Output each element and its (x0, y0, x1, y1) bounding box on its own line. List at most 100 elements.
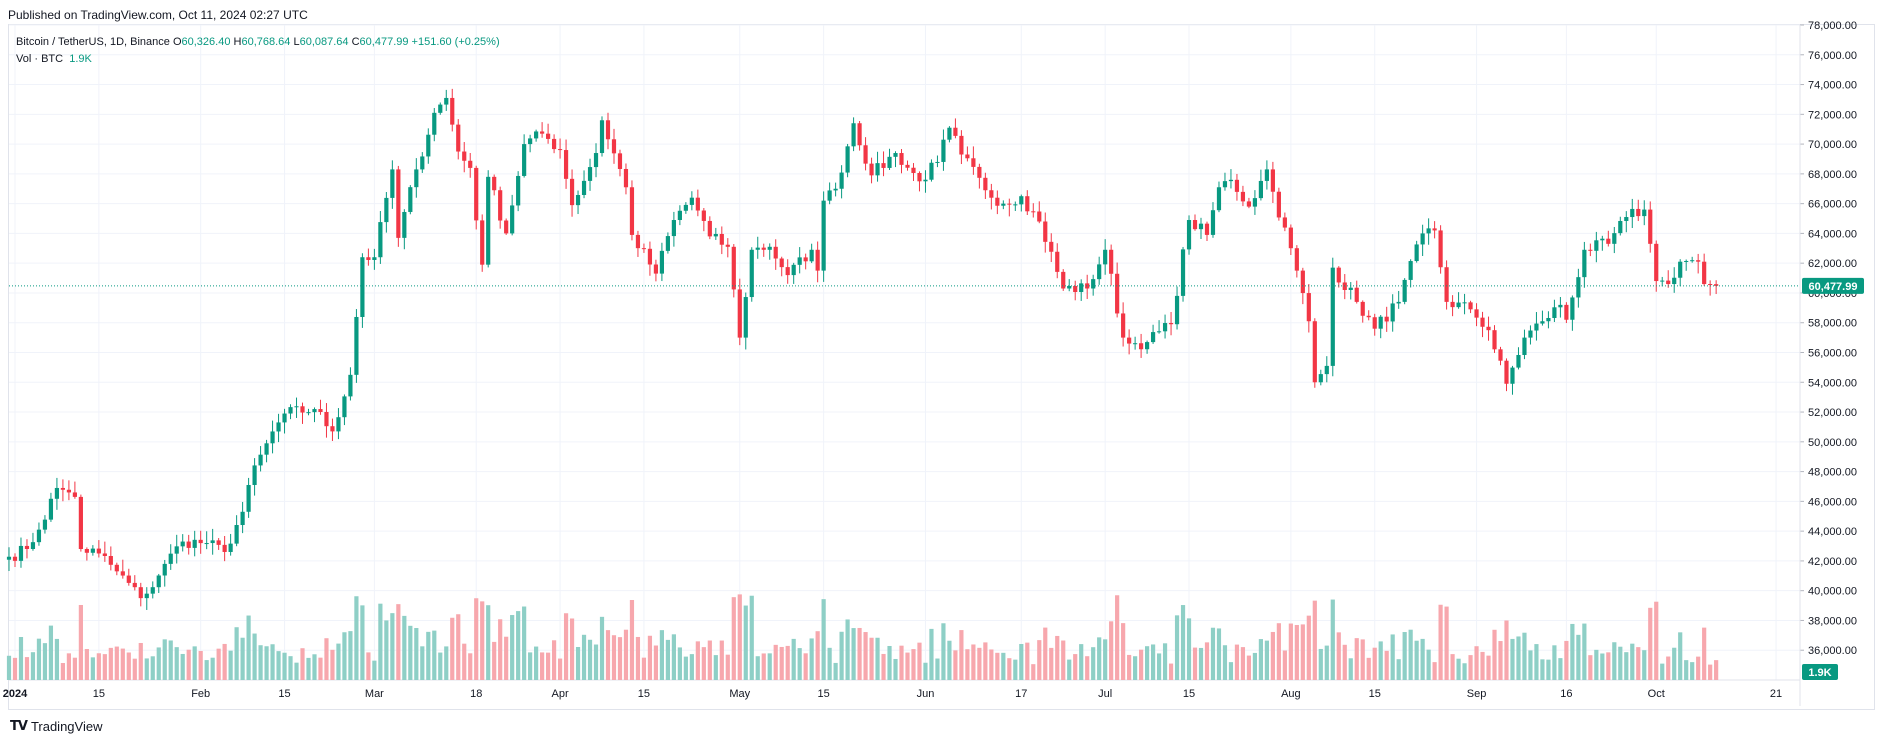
candle-body[interactable] (252, 465, 257, 485)
candle-body[interactable] (857, 123, 862, 146)
candle-body[interactable] (1019, 196, 1024, 205)
candle-body[interactable] (12, 556, 18, 561)
candle-body[interactable] (749, 249, 754, 298)
candle-body[interactable] (1570, 297, 1575, 320)
candle-body[interactable] (66, 489, 71, 493)
candle-body[interactable] (1636, 208, 1641, 217)
candle-body[interactable] (551, 138, 557, 150)
candle-body[interactable] (114, 564, 119, 572)
candle-body[interactable] (228, 543, 233, 552)
candle-body[interactable] (42, 519, 48, 530)
candle-body[interactable] (1007, 203, 1012, 205)
candle-body[interactable] (546, 133, 551, 139)
candle-body[interactable] (827, 190, 832, 201)
candle-body[interactable] (180, 541, 185, 547)
candle-body[interactable] (815, 249, 820, 271)
candle-body[interactable] (605, 120, 611, 140)
candle-body[interactable] (258, 454, 263, 466)
candle-body[interactable] (1684, 260, 1689, 262)
candle-body[interactable] (120, 571, 125, 576)
candle-body[interactable] (1690, 260, 1695, 262)
candle-body[interactable] (276, 422, 281, 432)
candle-body[interactable] (1426, 228, 1431, 234)
candle-body[interactable] (222, 544, 227, 552)
candle-body[interactable] (90, 548, 95, 553)
candle-body[interactable] (1462, 302, 1467, 304)
candle-body[interactable] (1456, 302, 1461, 308)
candle-body[interactable] (659, 250, 665, 274)
candle-body[interactable] (1127, 337, 1132, 344)
candle-body[interactable] (695, 197, 700, 211)
candle-body[interactable] (1558, 304, 1563, 308)
candle-body[interactable] (785, 267, 790, 276)
candle-body[interactable] (929, 162, 934, 180)
candle-body[interactable] (1043, 221, 1048, 242)
candle-body[interactable] (48, 498, 54, 520)
candle-body[interactable] (953, 127, 958, 136)
candle-body[interactable] (719, 233, 724, 245)
candle-body[interactable] (863, 145, 868, 164)
candle-body[interactable] (599, 120, 605, 154)
candle-body[interactable] (1180, 249, 1186, 296)
candle-body[interactable] (390, 169, 395, 198)
candle-body[interactable] (1444, 267, 1449, 302)
candle-body[interactable] (1510, 367, 1515, 384)
candle-body[interactable] (408, 187, 413, 212)
candle-body[interactable] (707, 220, 712, 237)
candle-body[interactable] (504, 220, 509, 234)
candle-body[interactable] (402, 211, 407, 238)
candle-body[interactable] (444, 97, 449, 105)
candle-body[interactable] (875, 163, 880, 176)
legend-symbol[interactable]: Bitcoin / TetherUS, 1D, Binance (16, 36, 170, 48)
candle-body[interactable] (312, 409, 317, 413)
candle-body[interactable] (977, 166, 982, 178)
candle-body[interactable] (821, 200, 826, 271)
candle-body[interactable] (881, 163, 886, 168)
candle-body[interactable] (761, 247, 766, 250)
candle-body[interactable] (971, 158, 976, 167)
candle-body[interactable] (144, 593, 149, 599)
candle-body[interactable] (264, 443, 269, 455)
candle-body[interactable] (216, 540, 221, 545)
candle-body[interactable] (833, 188, 838, 191)
candle-body[interactable] (1714, 284, 1719, 286)
candle-body[interactable] (1660, 280, 1665, 282)
candle-body[interactable] (1312, 321, 1317, 383)
candle-body[interactable] (1240, 191, 1246, 202)
candle-body[interactable] (1486, 326, 1491, 331)
candle-body[interactable] (1031, 211, 1036, 213)
candle-body[interactable] (1025, 196, 1030, 212)
candle-body[interactable] (1546, 317, 1551, 322)
candle-body[interactable] (378, 222, 383, 258)
candle-body[interactable] (1276, 191, 1281, 218)
candle-body[interactable] (1354, 287, 1359, 302)
candle-body[interactable] (1600, 238, 1605, 241)
candle-body[interactable] (1073, 285, 1078, 292)
candle-body[interactable] (426, 134, 431, 157)
candle-body[interactable] (1606, 238, 1611, 244)
candle-body[interactable] (1576, 277, 1581, 298)
candle-body[interactable] (1318, 374, 1323, 383)
candle-body[interactable] (1324, 365, 1329, 375)
candle-body[interactable] (1384, 316, 1389, 322)
candle-body[interactable] (803, 257, 808, 262)
legend-volume-label[interactable]: Vol · BTC (16, 53, 64, 65)
candle-body[interactable] (1186, 220, 1192, 250)
candle-body[interactable] (845, 146, 850, 173)
candle-body[interactable] (1564, 304, 1569, 320)
candle-body[interactable] (1139, 343, 1144, 350)
candle-body[interactable] (899, 153, 904, 165)
candle-body[interactable] (1198, 223, 1204, 230)
candle-body[interactable] (641, 248, 647, 250)
candle-body[interactable] (420, 156, 425, 170)
candle-body[interactable] (354, 316, 359, 375)
candle-body[interactable] (1618, 220, 1623, 234)
candle-body[interactable] (1414, 244, 1419, 262)
candle-body[interactable] (581, 180, 587, 195)
candle-body[interactable] (1450, 301, 1455, 308)
candle-body[interactable] (983, 177, 988, 191)
candle-body[interactable] (1582, 249, 1587, 278)
candle-body[interactable] (360, 257, 365, 317)
candle-body[interactable] (1696, 260, 1701, 262)
